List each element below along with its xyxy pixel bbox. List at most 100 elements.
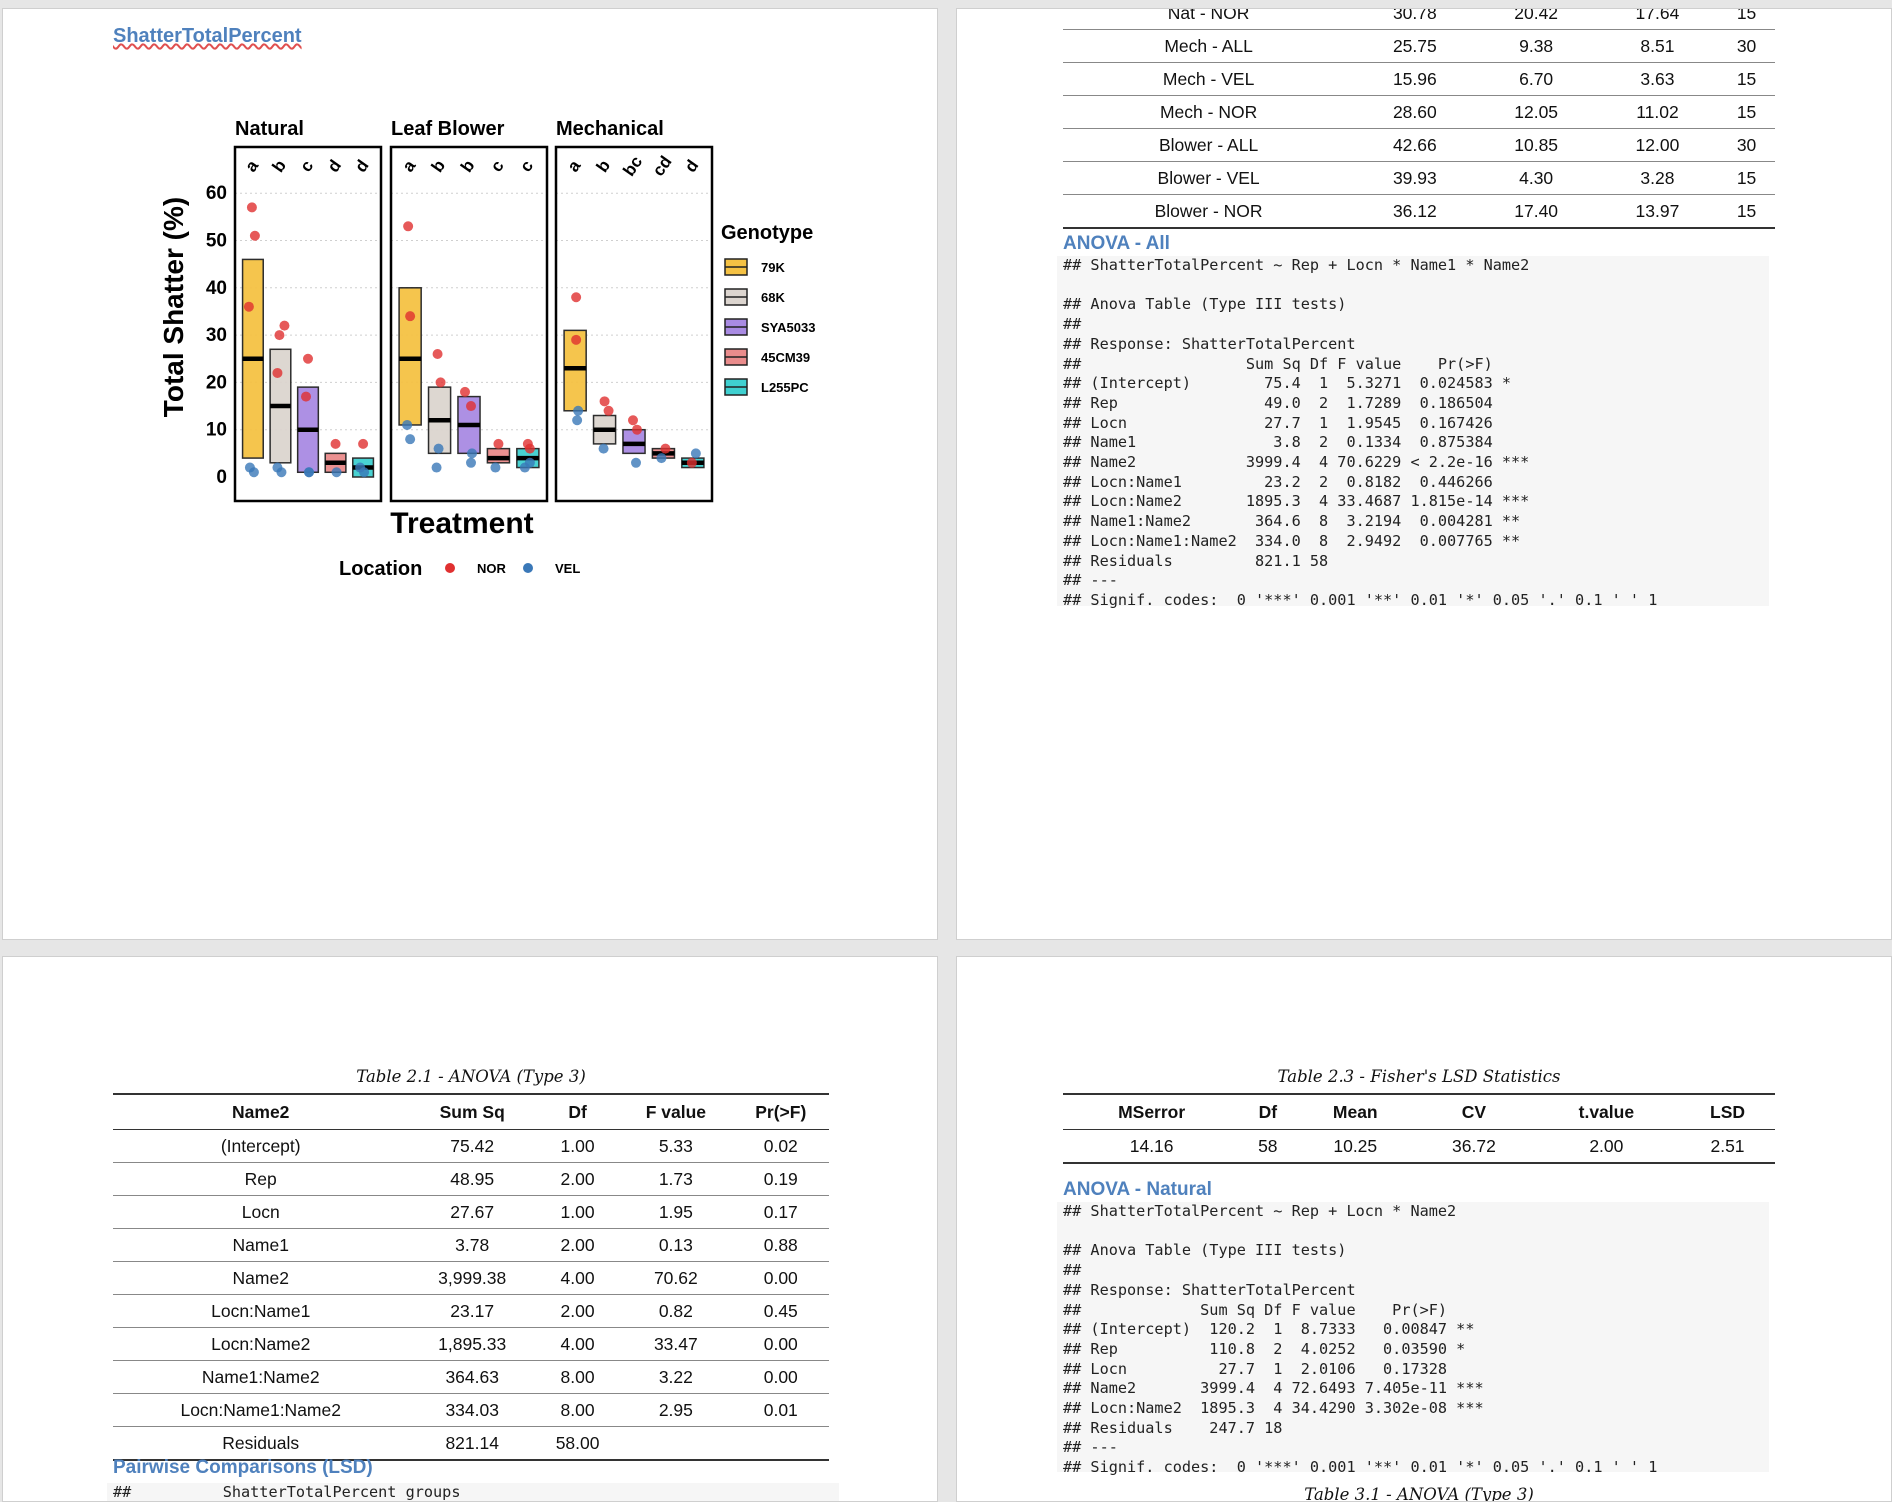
lsd-caption: Table 2.3 - Fisher's LSD Statistics	[1277, 1067, 1561, 1086]
table-cell: Blower - VEL	[1063, 161, 1355, 195]
table-cell: 28.60	[1354, 95, 1476, 129]
table-cell: 8.00	[535, 1393, 620, 1427]
table-row: (Intercept) 75.42 1.00 5.33 0.02	[113, 1129, 829, 1163]
table-cell: 48.95	[408, 1162, 536, 1196]
table-cell: 6.70	[1475, 62, 1597, 96]
table-cell: 58.00	[535, 1426, 620, 1461]
table-cell: 70.62	[619, 1261, 733, 1295]
lsd-stats-table: MSerror Df Mean CV t.value LSD 14.16 58 10.25 36…	[1063, 1093, 1775, 1164]
table-cell: 2.00	[535, 1294, 620, 1328]
table-cell: 1.00	[535, 1129, 620, 1163]
nor-point	[358, 438, 369, 449]
table-row: Locn 27.67 1.00 1.95 0.17	[113, 1195, 829, 1229]
column-header: Sum Sq	[408, 1093, 536, 1130]
table-cell: 4.00	[535, 1261, 620, 1295]
table-cell: 10.25	[1295, 1129, 1416, 1164]
nor-point	[301, 391, 311, 402]
table-cell: 2.00	[1532, 1129, 1681, 1164]
table-cell: 1.95	[619, 1195, 733, 1229]
document-page-2: Nat - NOR 30.78 20.42 17.64 15 Mech - ALL 25.7…	[956, 8, 1892, 940]
anova-type3-table: Name2 Sum Sq Df F value Pr(>F) (Intercept) 75…	[113, 1093, 829, 1461]
table-row: Locn:Name2 1,895.33 4.00 33.47 0.00	[113, 1327, 829, 1361]
pairwise-heading: Pairwise Comparisons (LSD)	[113, 1457, 373, 1478]
next-table-caption: Table 3.1 - ANOVA (Type 3)	[1304, 1485, 1534, 1502]
table-cell: Locn:Name1	[113, 1294, 409, 1328]
nor-point	[272, 367, 283, 378]
table-cell: 15	[1718, 194, 1775, 229]
table-cell: 0.01	[732, 1393, 829, 1427]
panel-title: Natural	[235, 118, 304, 140]
column-header: Mean	[1295, 1093, 1416, 1130]
y-tick-label: 30	[206, 325, 227, 346]
significance-letter: c	[516, 157, 537, 176]
table-row: Locn:Name1 23.17 2.00 0.82 0.45	[113, 1294, 829, 1328]
table-cell: Name1:Name2	[113, 1360, 409, 1394]
legend-label: SYA5033	[761, 320, 815, 335]
document-page-4: Table 2.3 - Fisher's LSD Statistics MSer…	[956, 956, 1892, 1502]
nor-point	[405, 311, 416, 322]
table-cell: 30	[1718, 29, 1775, 63]
table-cell: 15.96	[1354, 62, 1476, 96]
y-tick-label: 10	[206, 420, 227, 441]
nor-point	[571, 292, 582, 303]
vel-point	[304, 467, 314, 478]
table-cell: 15	[1718, 95, 1775, 129]
y-tick-label: 0	[216, 467, 227, 488]
table-cell: 0.02	[732, 1129, 829, 1163]
table-cell: 30.78	[1354, 9, 1476, 30]
nor-point	[279, 320, 290, 331]
table-row: Mech - ALL 25.75 9.38 8.51 30	[1063, 29, 1775, 63]
table-cell: Locn:Name2	[113, 1327, 409, 1361]
table-cell: 36.72	[1415, 1129, 1533, 1164]
table-cell: (Intercept)	[113, 1129, 409, 1163]
nor-point	[466, 401, 476, 412]
significance-letter: bc	[619, 153, 646, 180]
vel-point	[402, 419, 413, 430]
nor-point	[403, 221, 414, 232]
panel-title: Leaf Blower	[391, 118, 505, 140]
table-row: Nat - NOR 30.78 20.42 17.64 15	[1063, 9, 1775, 30]
nor-point	[249, 230, 260, 241]
table-cell: 36.12	[1354, 194, 1476, 229]
nor-point	[632, 424, 642, 435]
nor-legend-dot	[445, 563, 455, 573]
table-row: Locn:Name1:Name2 334.03 8.00 2.95 0.01	[113, 1393, 829, 1427]
significance-letter: a	[398, 156, 419, 175]
column-header: Df	[535, 1093, 620, 1130]
table-cell: Blower - NOR	[1063, 194, 1355, 229]
table-cell: 9.38	[1475, 29, 1597, 63]
anova-natural-output: ## ShatterTotalPercent ~ Rep + Locn * Na…	[1057, 1202, 1769, 1476]
table-cell: Name1	[113, 1228, 409, 1262]
table-cell: Name2	[113, 1261, 409, 1295]
column-header: t.value	[1532, 1093, 1681, 1130]
table-cell: 3.28	[1596, 161, 1719, 195]
table-cell: 0.19	[732, 1162, 829, 1196]
table-cell: 4.30	[1475, 161, 1597, 195]
vel-point	[690, 448, 701, 459]
y-tick-label: 20	[206, 372, 227, 393]
nor-point	[274, 330, 285, 341]
table-cell: 0.13	[619, 1228, 733, 1262]
table-cell: Blower - ALL	[1063, 128, 1355, 162]
table-cell: 1.00	[535, 1195, 620, 1229]
significance-letter: b	[428, 156, 450, 175]
table-cell: 12.00	[1596, 128, 1719, 162]
table-row: Rep 48.95 2.00 1.73 0.19	[113, 1162, 829, 1196]
section-title[interactable]: ShatterTotalPercent	[113, 25, 302, 48]
nor-point	[246, 202, 257, 213]
title-link[interactable]: ShatterTotalPercent	[113, 25, 302, 47]
nor-point	[628, 415, 638, 426]
table-cell: 821.14	[408, 1426, 536, 1461]
table-cell: 8.00	[535, 1360, 620, 1394]
table-cell: 0.45	[732, 1294, 829, 1328]
table-cell: Locn:Name1:Name2	[113, 1393, 409, 1427]
anova-all-output: ## ShatterTotalPercent ~ Rep + Locn * Na…	[1057, 256, 1769, 609]
nor-point	[460, 386, 470, 397]
column-header: MSerror	[1063, 1093, 1241, 1130]
table-cell: 0.00	[732, 1327, 829, 1361]
column-header: F value	[619, 1093, 733, 1130]
table-cell: Nat - NOR	[1063, 9, 1355, 30]
legend-title: Genotype	[721, 222, 813, 244]
table-row: Name2 3,999.38 4.00 70.62 0.00	[113, 1261, 829, 1295]
